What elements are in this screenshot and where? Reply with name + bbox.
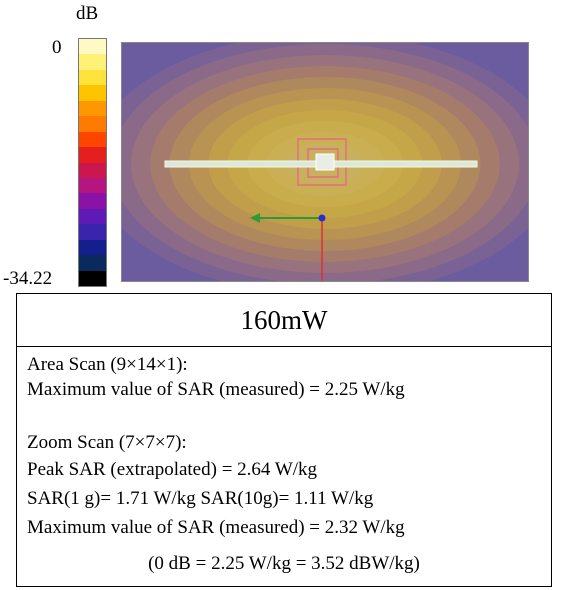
- area-scan-label: Area Scan (9×14×1):: [27, 354, 188, 375]
- zoom-scan-label: Zoom Scan (7×7×7):: [27, 432, 187, 453]
- colorbar: [78, 38, 107, 287]
- colorbar-step: [79, 255, 106, 271]
- scale-max-label: 0: [52, 37, 62, 58]
- peak-sar: Peak SAR (extrapolated) = 2.64 W/kg: [27, 459, 318, 480]
- colorbar-step: [79, 147, 106, 163]
- sar-averages: SAR(1 g)= 1.71 W/kg SAR(10g)= 1.11 W/kg: [27, 488, 374, 509]
- colorbar-step: [79, 224, 106, 240]
- db-unit-label: dB: [76, 3, 99, 24]
- db-reference: (0 dB = 2.25 W/kg = 3.52 dBW/kg): [148, 553, 420, 574]
- colorbar-step: [79, 162, 106, 178]
- colorbar-step: [79, 85, 106, 101]
- colorbar-step: [79, 39, 106, 55]
- x-axis-arrow-head: [250, 213, 260, 223]
- colorbar-step: [79, 177, 106, 194]
- colorbar-step: [79, 239, 106, 256]
- measurement-panel: 160mW Area Scan (9×14×1): Maximum value …: [16, 293, 552, 587]
- colorbar-step: [79, 69, 106, 86]
- colorbar-step: [79, 270, 106, 286]
- colorbar-step: [79, 193, 106, 209]
- zoom-max-sar: Maximum value of SAR (measured) = 2.32 W…: [27, 517, 405, 538]
- colorbar-step: [79, 54, 106, 70]
- colorbar-step: [79, 116, 106, 132]
- scale-min-label: -34.22: [3, 268, 53, 289]
- feed-point-marker: [315, 153, 335, 171]
- sar-distribution-map: [121, 42, 529, 282]
- colorbar-step: [79, 100, 106, 117]
- area-max-sar: Maximum value of SAR (measured) = 2.25 W…: [27, 379, 405, 400]
- colorbar-step: [79, 131, 106, 148]
- origin-point: [318, 214, 326, 222]
- panel-title: 160mW: [17, 294, 551, 347]
- colorbar-step: [79, 208, 106, 225]
